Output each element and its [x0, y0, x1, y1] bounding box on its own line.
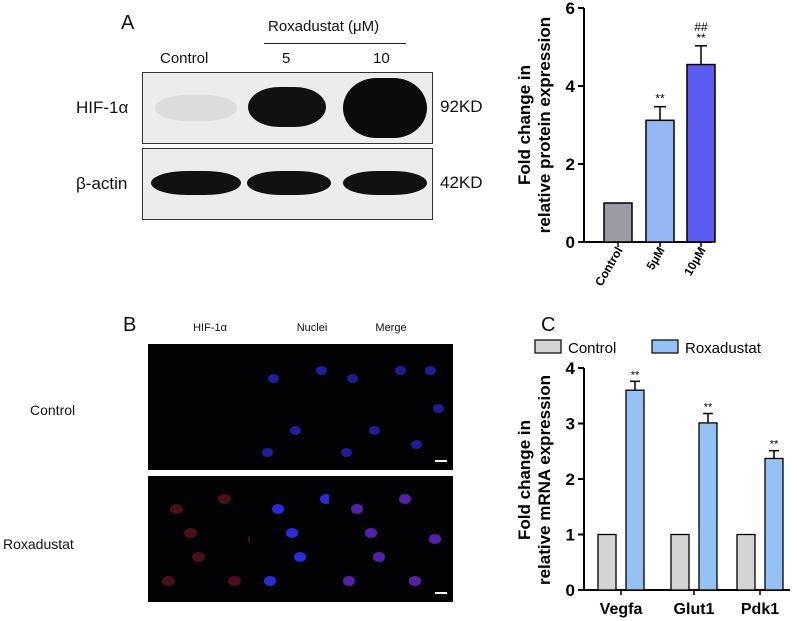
y-tick-label: 6	[566, 0, 575, 18]
y-axis-title: Fold change inrelative mRNA expression	[515, 375, 554, 585]
legend-label-Roxadustat: Roxadustat	[685, 340, 762, 357]
significance-mark: **	[704, 402, 713, 414]
cell-nucleus	[262, 448, 273, 457]
actin-size-label: 42KD	[440, 173, 483, 192]
significance-mark: ##	[694, 20, 708, 34]
cell-nucleus	[343, 576, 355, 586]
cell-nucleus	[184, 528, 197, 539]
cell-nucleus	[425, 366, 436, 375]
cell-nucleus	[316, 366, 327, 375]
hif-size-label: 92KD	[440, 97, 483, 116]
cell-nucleus	[411, 440, 422, 449]
hif-row-label: HIF-1α	[76, 98, 129, 117]
col-label-merge: Merge	[375, 322, 407, 334]
significance-mark: **	[631, 369, 640, 381]
x-tick-label: Pdk1	[741, 601, 779, 618]
cell-nucleus	[373, 552, 385, 562]
cell-nucleus	[290, 426, 301, 435]
cell-nucleus	[365, 528, 377, 538]
significance-mark: **	[655, 92, 665, 106]
cell-nucleus	[369, 426, 380, 435]
cell-nucleus	[228, 576, 241, 587]
cell-nucleus	[192, 552, 205, 563]
hif-band-control	[155, 95, 237, 121]
treatment-bracket	[264, 43, 406, 44]
cell-nucleus	[268, 374, 279, 383]
micrograph-control-merge	[329, 344, 453, 470]
hif-blot	[142, 72, 433, 144]
protein-expression-chart: 0 2 4 6 Fold change inrelative protein expre…	[515, 0, 716, 289]
scale-bar	[435, 460, 447, 462]
y-tick-label: 4	[566, 77, 576, 96]
bar-Glut1-Control	[670, 533, 690, 591]
bar-10μM	[686, 63, 716, 243]
treatment-header: Roxadustat (μM)	[268, 18, 380, 35]
actin-band-control	[151, 171, 241, 195]
x-tick-label: Control	[592, 245, 625, 289]
cell-nucleus	[162, 576, 175, 587]
legend-swatch-Roxadustat	[651, 339, 679, 354]
y-tick-label: 4	[566, 359, 576, 378]
cell-nucleus	[399, 494, 411, 504]
x-tick-label: 5μM	[643, 245, 667, 273]
scale-bar	[435, 592, 447, 594]
actin-blot	[142, 148, 433, 220]
actin-band-5	[247, 171, 331, 195]
bar-Vegfa-Control	[597, 533, 617, 591]
row-label-roxadustat: Roxadustat	[3, 536, 74, 552]
cell-nucleus	[341, 448, 352, 457]
y-tick-label: 2	[566, 155, 575, 174]
cell-nucleus	[264, 576, 276, 586]
col-label-hif: HIF-1α	[193, 322, 227, 334]
y-tick-label: 0	[566, 233, 575, 252]
panel-c-letter: C	[541, 314, 556, 336]
bar-5μM	[645, 119, 675, 243]
lane-label-5: 5	[282, 50, 291, 67]
y-tick-label: 1	[566, 526, 575, 545]
mrna-expression-chart: Control Roxadustat 0 1 2 3 4 Fold change inrela…	[515, 339, 790, 618]
bar-Pdk1-Control	[736, 533, 756, 591]
cell-nucleus	[409, 576, 421, 586]
cell-nucleus	[429, 534, 441, 544]
cell-nucleus	[272, 504, 284, 514]
cell-nucleus	[320, 494, 332, 504]
cell-nucleus	[395, 366, 406, 375]
bar-Control	[603, 202, 633, 243]
cell-nucleus	[294, 552, 306, 562]
cell-nucleus	[351, 504, 363, 514]
actin-band-10	[343, 171, 427, 195]
bar-Vegfa-Roxadustat	[625, 389, 645, 591]
cell-nucleus	[347, 374, 358, 383]
panel-a-letter: A	[121, 12, 135, 34]
cell-nucleus	[286, 528, 298, 538]
panel-b-letter: B	[123, 314, 137, 336]
lane-label-10: 10	[373, 50, 390, 67]
bar-Pdk1-Roxadustat	[764, 457, 784, 591]
col-label-nuclei: Nuclei	[296, 322, 328, 334]
x-tick-label: Vegfa	[600, 601, 643, 618]
micrograph-roxadustat-merge	[329, 476, 453, 602]
y-axis-title: Fold change inrelative protein expressio…	[515, 17, 554, 233]
significance-mark: **	[696, 31, 706, 45]
y-tick-label: 2	[566, 470, 575, 489]
legend-swatch-Control	[534, 339, 562, 354]
hif-band-5	[248, 87, 326, 127]
significance-mark: **	[770, 439, 779, 451]
cell-nucleus	[170, 504, 183, 515]
cell-nucleus	[433, 404, 444, 413]
y-tick-label: 0	[566, 581, 575, 600]
hif-band-10	[343, 78, 427, 138]
bar-Glut1-Roxadustat	[698, 422, 718, 591]
cell-nucleus	[218, 494, 231, 505]
x-tick-label: 10μM	[681, 244, 708, 278]
actin-row-label: β-actin	[76, 174, 128, 193]
x-tick-label: Glut1	[674, 601, 715, 618]
lane-label-control: Control	[160, 50, 209, 67]
legend-label-Control: Control	[568, 340, 616, 357]
y-tick-label: 3	[566, 415, 575, 434]
row-label-control: Control	[30, 402, 76, 418]
